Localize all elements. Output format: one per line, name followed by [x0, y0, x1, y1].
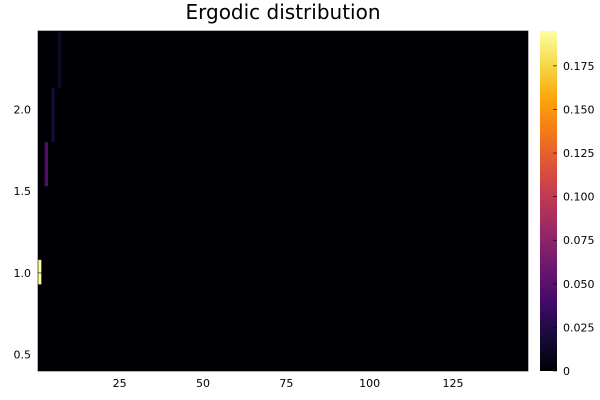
y-tick-label: 1.0: [14, 267, 32, 280]
x-tick-label: 25: [113, 377, 127, 390]
plot-area: [38, 31, 528, 371]
heatmap-cell: [58, 31, 62, 89]
y-axis: 0.5 1.0 1.5 2.0: [14, 103, 42, 362]
heatmap-cell: [38, 259, 42, 285]
x-tick-label: 125: [443, 377, 464, 390]
colorbar-tick-label: 0.025: [563, 321, 595, 334]
heatmap-cell: [51, 88, 55, 143]
colorbar-tick-label: 0.075: [563, 234, 595, 247]
colorbar-tick-label: 0.150: [563, 103, 595, 116]
plot-frame: [37, 30, 529, 372]
x-axis: 25 50 75 100 125: [113, 367, 464, 390]
x-tick-label: 100: [359, 377, 380, 390]
colorbar-tick-label: 0.125: [563, 147, 595, 160]
colorbar-axis: 0 0.025 0.050 0.075 0.100 0.125 0.150 0.175: [553, 60, 595, 378]
colorbar-tick-label: 0.175: [563, 60, 595, 73]
y-tick-label: 2.0: [14, 103, 32, 116]
y-tick-label: 1.5: [14, 185, 32, 198]
colorbar-tick-label: 0: [563, 365, 570, 378]
chart-title: Ergodic distribution: [185, 0, 380, 24]
heatmap-cells: [38, 31, 62, 285]
y-tick-label: 0.5: [14, 349, 32, 362]
colorbar-tick-label: 0.050: [563, 278, 595, 291]
heatmap-cell: [44, 142, 48, 187]
x-tick-label: 75: [279, 377, 293, 390]
colorbar-tick-label: 0.100: [563, 191, 595, 204]
x-tick-label: 50: [196, 377, 210, 390]
colorbar: [540, 31, 557, 371]
